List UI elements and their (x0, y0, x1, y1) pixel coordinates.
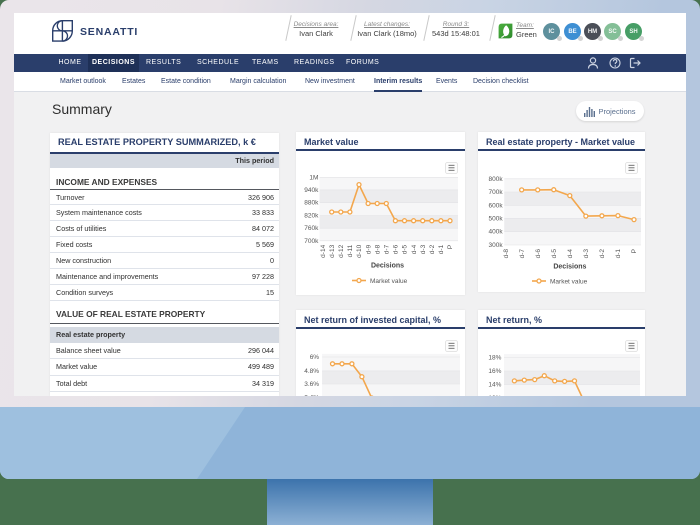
svg-text:d-2: d-2 (429, 244, 436, 254)
svg-text:P: P (447, 245, 454, 249)
svg-text:d-12: d-12 (338, 244, 345, 257)
svg-text:d-6: d-6 (393, 244, 400, 254)
svg-text:d-1: d-1 (615, 249, 622, 259)
svg-text:d-7: d-7 (519, 249, 526, 259)
svg-text:P: P (631, 249, 638, 253)
svg-text:d-14: d-14 (320, 244, 327, 257)
svg-text:d-5: d-5 (551, 249, 558, 259)
svg-text:d-2: d-2 (599, 249, 606, 259)
svg-text:1M: 1M (309, 174, 318, 181)
svg-text:2.4%: 2.4% (304, 394, 319, 396)
svg-text:300k: 300k (488, 242, 503, 249)
svg-text:d-10: d-10 (356, 244, 363, 257)
svg-text:d-6: d-6 (535, 249, 542, 259)
svg-text:500k: 500k (488, 215, 503, 222)
svg-text:d-8: d-8 (374, 244, 381, 254)
svg-text:Decisions: Decisions (553, 264, 586, 271)
svg-text:700k: 700k (304, 238, 319, 245)
svg-text:d-3: d-3 (583, 249, 590, 259)
svg-text:800k: 800k (488, 176, 503, 183)
svg-text:3.6%: 3.6% (304, 381, 319, 388)
svg-text:d-4: d-4 (411, 244, 418, 254)
svg-text:400k: 400k (488, 229, 503, 236)
svg-text:d-9: d-9 (365, 244, 372, 254)
svg-text:Market value: Market value (550, 279, 588, 286)
svg-text:d-1: d-1 (438, 244, 445, 254)
svg-text:760k: 760k (304, 225, 319, 232)
svg-text:12%: 12% (488, 395, 501, 396)
svg-text:d-4: d-4 (567, 249, 574, 259)
svg-text:d-8: d-8 (503, 249, 510, 259)
svg-text:880k: 880k (304, 200, 319, 207)
svg-text:700k: 700k (488, 189, 503, 196)
svg-text:Decisions: Decisions (371, 262, 404, 269)
svg-text:d-3: d-3 (420, 244, 427, 254)
svg-text:d-13: d-13 (329, 244, 336, 257)
svg-text:Market value: Market value (370, 278, 408, 285)
svg-text:d-7: d-7 (384, 244, 391, 254)
svg-text:d-11: d-11 (347, 244, 354, 257)
svg-text:6%: 6% (310, 354, 320, 361)
svg-text:820k: 820k (304, 213, 319, 220)
svg-text:600k: 600k (488, 202, 503, 209)
svg-text:4.8%: 4.8% (304, 368, 319, 375)
svg-text:16%: 16% (488, 368, 501, 375)
svg-text:14%: 14% (488, 381, 501, 388)
svg-text:18%: 18% (488, 355, 501, 362)
svg-text:d-5: d-5 (402, 244, 409, 254)
svg-text:940k: 940k (304, 187, 319, 194)
